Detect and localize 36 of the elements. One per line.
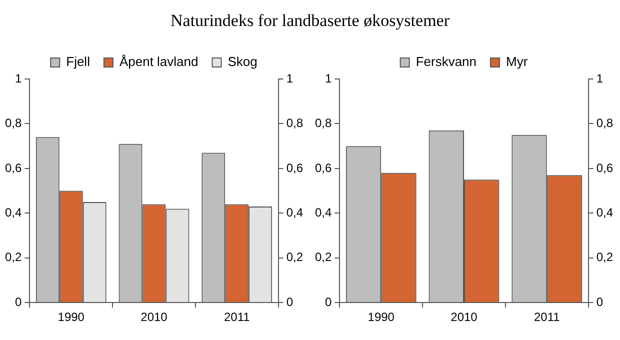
y-tick-label: 0,8 <box>4 116 22 130</box>
legend-label: Myr <box>506 54 528 70</box>
y-tick-label: 0,2 <box>314 250 332 264</box>
y-tick-label: 0,4 <box>314 205 332 220</box>
y2-tick-label: 0,6 <box>286 160 304 175</box>
chart-title: Naturindeks for landbaserte økosystemer <box>170 10 450 32</box>
x-tick-label: 2011 <box>534 310 560 324</box>
y2-tick-label: 0,4 <box>286 205 304 220</box>
y2-tick-label: 0,8 <box>596 116 614 130</box>
legend-label: Fjell <box>66 54 90 70</box>
y-tick-label: 0,6 <box>314 160 332 175</box>
y2-tick-label: 0 <box>286 294 294 309</box>
legend-label: Ferskvann <box>416 54 477 70</box>
y-tick-label: 1 <box>324 71 332 86</box>
y2-tick-label: 0,2 <box>596 250 614 264</box>
y-tick-label: 0,4 <box>4 205 22 220</box>
x-tick-label: 2010 <box>140 310 168 324</box>
y2-tick-label: 1 <box>286 71 294 86</box>
y-tick-label: 1 <box>14 71 22 86</box>
y2-tick-label: 0,2 <box>286 250 304 264</box>
y-tick-label: 0,8 <box>314 116 332 130</box>
x-tick-label: 2010 <box>450 310 478 324</box>
legend-label: Skog <box>228 54 258 70</box>
y2-tick-label: 1 <box>596 71 604 86</box>
x-tick-label: 2011 <box>224 310 250 324</box>
y2-tick-label: 0,4 <box>596 205 614 220</box>
x-tick-label: 1990 <box>58 310 85 324</box>
y-tick-label: 0 <box>324 294 332 309</box>
legend-label: Åpent lavland <box>119 54 198 70</box>
y2-tick-label: 0 <box>596 294 604 309</box>
y2-tick-label: 0,6 <box>596 160 614 175</box>
y-tick-label: 0,6 <box>4 160 22 175</box>
x-tick-label: 1990 <box>368 310 395 324</box>
y-tick-label: 0,2 <box>4 250 22 264</box>
y-tick-label: 0 <box>14 294 22 309</box>
y2-tick-label: 0,8 <box>286 116 304 130</box>
